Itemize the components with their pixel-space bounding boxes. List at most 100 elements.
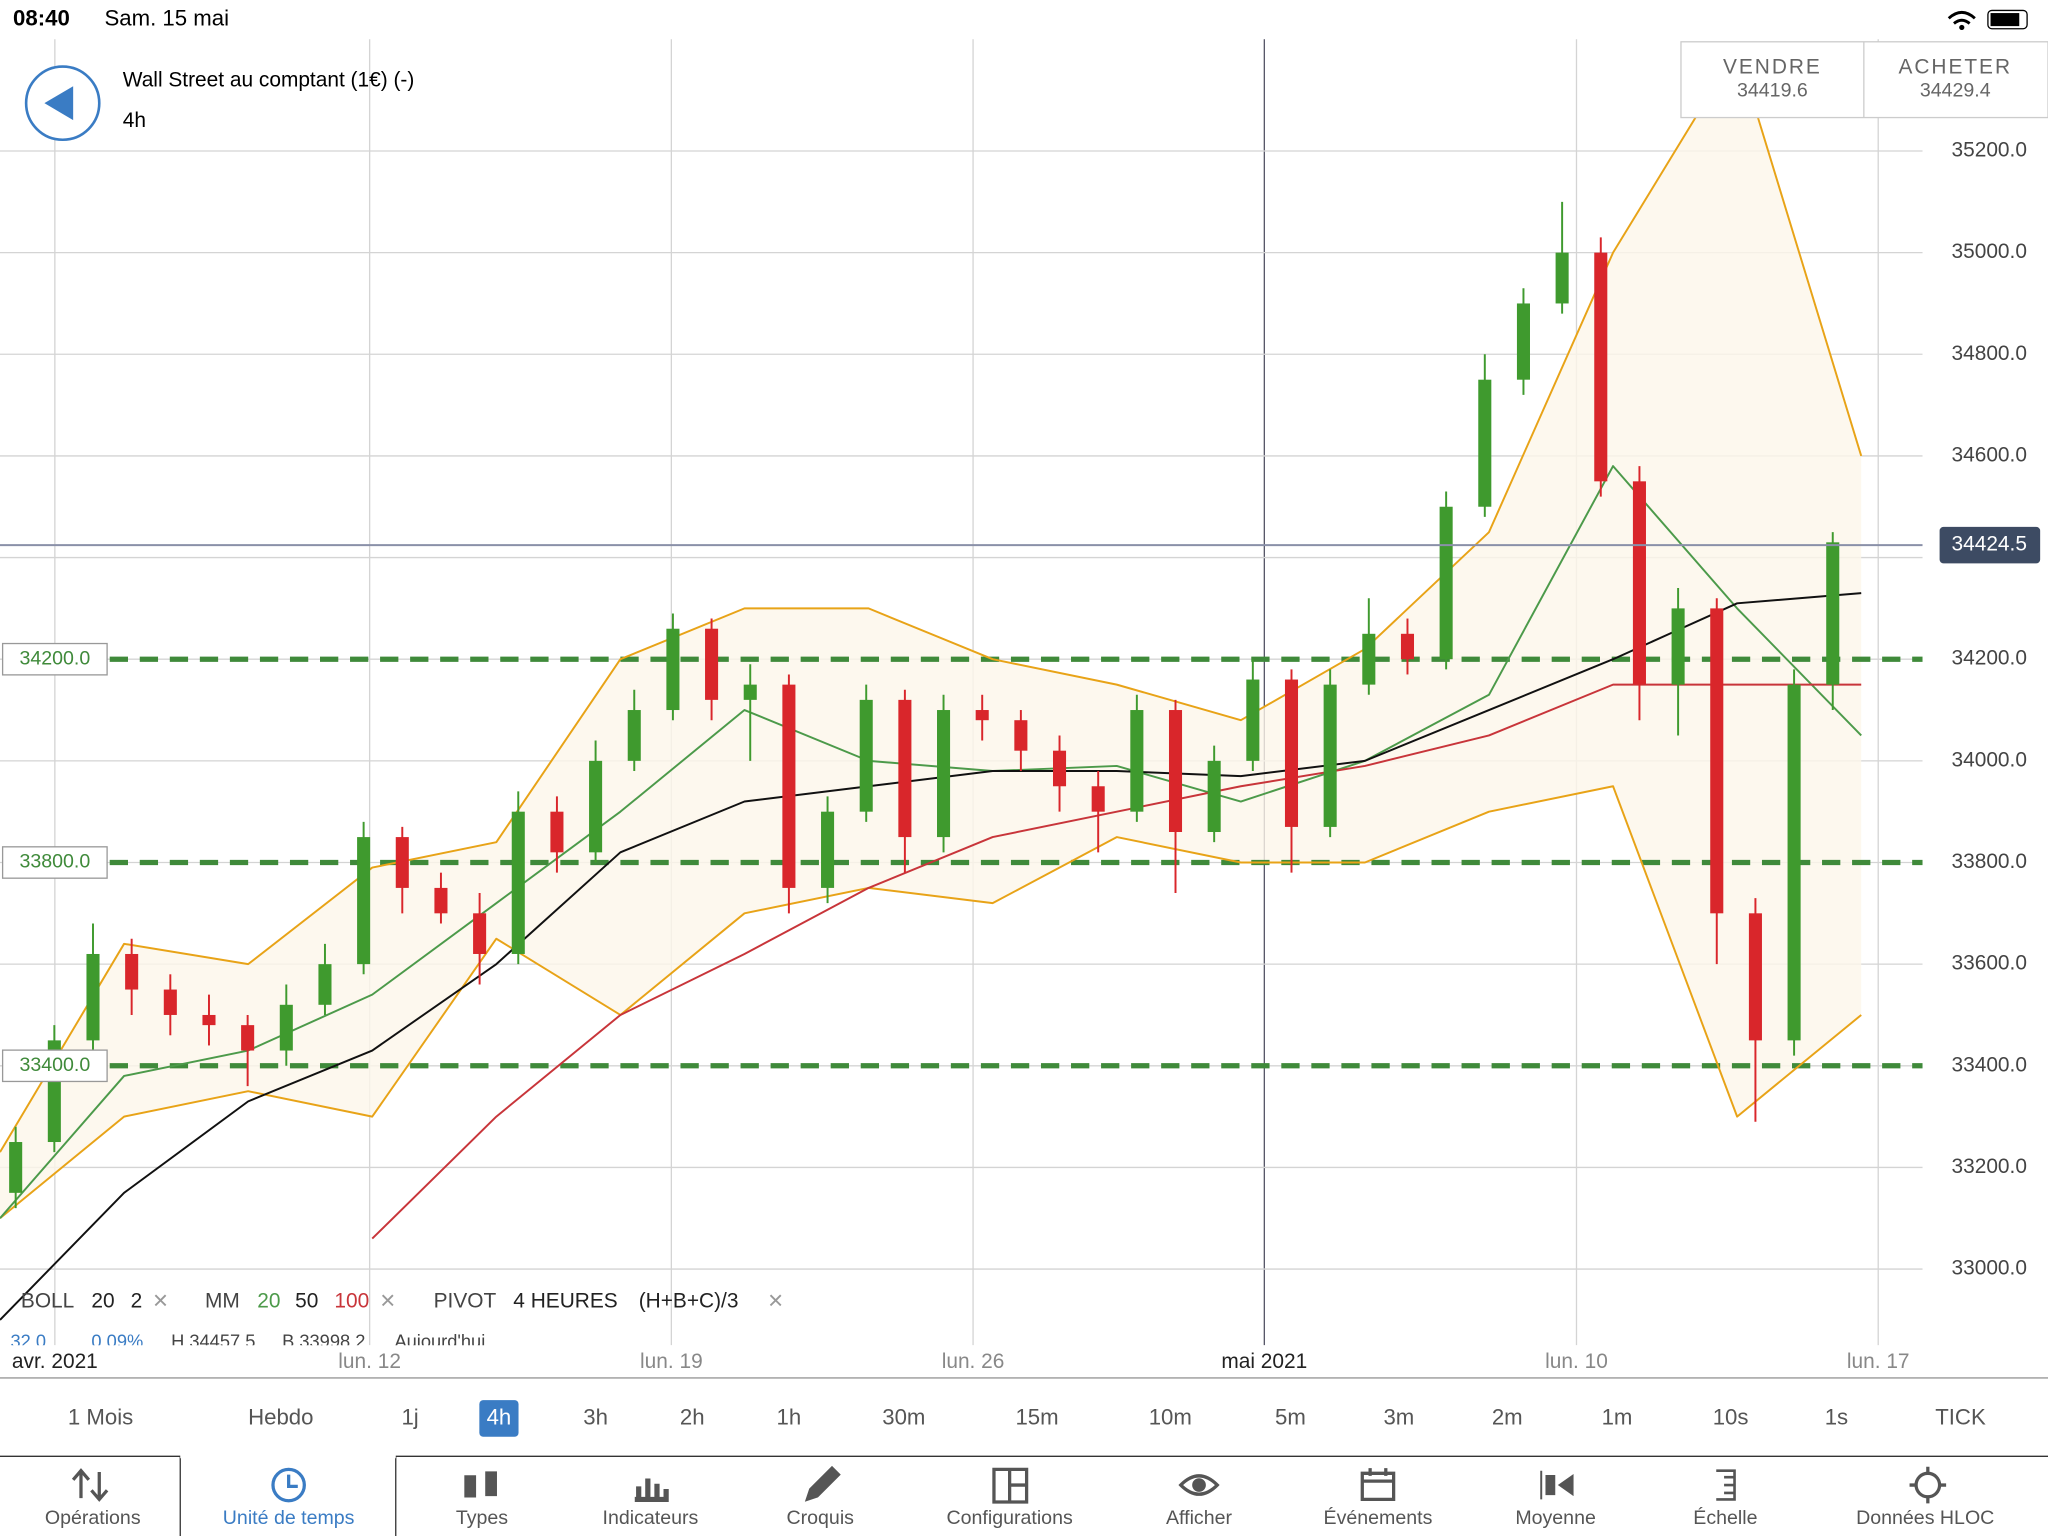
candle-body xyxy=(782,684,796,888)
timeframe[interactable]: 15m xyxy=(1015,1404,1058,1429)
candle-body xyxy=(1787,684,1801,1041)
y-tick-label: 33000.0 xyxy=(1951,1257,2026,1280)
y-tick-label: 33200.0 xyxy=(1951,1155,2026,1178)
timeframe[interactable]: 10s xyxy=(1713,1404,1749,1429)
toolbar-item[interactable]: Événements xyxy=(1324,1506,1433,1529)
candle-body xyxy=(9,1142,23,1193)
legend-mm2: 50 xyxy=(295,1290,318,1313)
candle-body xyxy=(1671,608,1685,685)
buy-label[interactable]: ACHETER xyxy=(1899,55,2012,78)
candle-body xyxy=(1826,542,1840,685)
info-text: 32.0 xyxy=(10,1331,46,1352)
pivot-label: 33400.0 xyxy=(19,1054,90,1076)
candle-body xyxy=(1632,481,1646,685)
timeframe[interactable]: 30m xyxy=(882,1404,925,1429)
sell-label[interactable]: VENDRE xyxy=(1723,55,1822,78)
timeframe-selected xyxy=(479,1400,519,1437)
timeframe[interactable]: 2h xyxy=(680,1404,705,1429)
x-tick-label: lun. 26 xyxy=(942,1350,1005,1373)
timeframe[interactable]: 1h xyxy=(777,1404,802,1429)
toolbar-item[interactable]: Opérations xyxy=(45,1507,141,1529)
icon-time xyxy=(271,1467,306,1503)
y-tick-label: 34600.0 xyxy=(1951,443,2026,466)
timeframe[interactable]: 1m xyxy=(1602,1404,1633,1429)
toolbar-item[interactable]: Types xyxy=(456,1507,508,1529)
y-tick-label: 33800.0 xyxy=(1951,850,2026,873)
toolbar-item[interactable]: Unité de temps xyxy=(223,1507,355,1529)
current-price-box xyxy=(1939,526,2041,564)
timeframe[interactable]: 10m xyxy=(1149,1404,1192,1429)
buy-price[interactable]: 34429.4 xyxy=(1920,80,1991,102)
candle-body xyxy=(1207,760,1221,833)
y-tick-label: 33600.0 xyxy=(1951,952,2026,975)
timeframe[interactable]: 3m xyxy=(1383,1404,1414,1429)
icon-configurations xyxy=(992,1467,1029,1504)
timeframe[interactable]: 1j xyxy=(401,1404,418,1429)
candle-body xyxy=(705,628,719,700)
legend-boll: BOLL xyxy=(21,1290,74,1313)
info-text: 0.09% xyxy=(91,1331,143,1352)
x-tick-label: lun. 12 xyxy=(338,1350,401,1373)
candle-body xyxy=(898,699,912,838)
timeframe[interactable]: TICK xyxy=(1935,1404,1986,1429)
candle-body xyxy=(1594,252,1608,482)
candle-body xyxy=(937,710,951,838)
pivot-label-box xyxy=(1,1049,108,1083)
toolbar-item[interactable]: Échelle xyxy=(1693,1506,1757,1529)
wifi xyxy=(1947,10,1976,25)
candle-body xyxy=(1400,633,1415,660)
battery-level xyxy=(1990,13,2020,27)
toolbar-item[interactable]: Moyenne xyxy=(1515,1507,1596,1529)
candle-body xyxy=(1246,679,1260,761)
y-tick-label: 34000.0 xyxy=(1951,748,2026,771)
candle-body xyxy=(395,837,409,888)
legend-remove[interactable]: × xyxy=(153,1285,168,1315)
legend-remove[interactable]: × xyxy=(380,1285,395,1315)
toolbar-item[interactable]: Données HLOC xyxy=(1856,1507,1994,1529)
back-arrow xyxy=(44,86,74,121)
icon-hloc-ticks xyxy=(1909,1466,1947,1504)
toolbar-item[interactable]: Configurations xyxy=(947,1507,1073,1529)
y-tick-label: 34200.0 xyxy=(1951,647,2026,670)
info-text: H 34457.5 xyxy=(171,1331,255,1352)
timeframe[interactable]: Hebdo xyxy=(248,1404,313,1429)
timeframe[interactable]: 5m xyxy=(1275,1404,1306,1429)
candle-body xyxy=(202,1014,216,1026)
candle-body xyxy=(1091,786,1105,812)
pivot-label: 33800.0 xyxy=(19,851,90,873)
legend-mm: MM xyxy=(205,1290,240,1313)
legend-mm1: 20 xyxy=(257,1290,280,1313)
indicator-line xyxy=(0,592,1862,1321)
indicator-line xyxy=(0,785,1862,1220)
legend-boll-dev: 2 xyxy=(131,1290,143,1313)
icon-indicators xyxy=(634,1478,669,1503)
toolbar-item[interactable]: Afficher xyxy=(1166,1507,1232,1529)
timeframe[interactable]: 4h xyxy=(487,1404,512,1429)
candle-body xyxy=(859,699,873,812)
timeframe[interactable]: 1s xyxy=(1825,1404,1848,1429)
sell-price[interactable]: 34419.6 xyxy=(1737,80,1808,102)
candle-body xyxy=(1284,679,1299,827)
candle-body xyxy=(434,887,448,914)
legend-remove[interactable]: × xyxy=(768,1285,783,1315)
x-tick-label: lun. 19 xyxy=(640,1350,703,1373)
candle-body xyxy=(1168,710,1183,833)
info-text: Aujourd'hui xyxy=(394,1331,485,1352)
battery xyxy=(1987,9,2028,30)
timeframe[interactable]: 3h xyxy=(583,1404,608,1429)
wifi-dot xyxy=(1959,24,1965,31)
icon-time-hands xyxy=(287,1474,298,1488)
timeframe[interactable]: 1 Mois xyxy=(68,1404,133,1429)
candle-body xyxy=(821,811,835,888)
toolbar-item[interactable]: Croquis xyxy=(787,1507,855,1529)
indicator-line xyxy=(0,465,1862,1219)
candle-body xyxy=(125,953,139,990)
legend-pivot-formula: (H+B+C)/3 xyxy=(639,1290,739,1313)
icon-draw xyxy=(804,1465,841,1502)
candle-body xyxy=(473,913,487,954)
timeframe[interactable]: 2m xyxy=(1492,1404,1523,1429)
toolbar-item[interactable]: Indicateurs xyxy=(603,1507,699,1529)
info-text: B 33998.2 xyxy=(282,1331,365,1352)
